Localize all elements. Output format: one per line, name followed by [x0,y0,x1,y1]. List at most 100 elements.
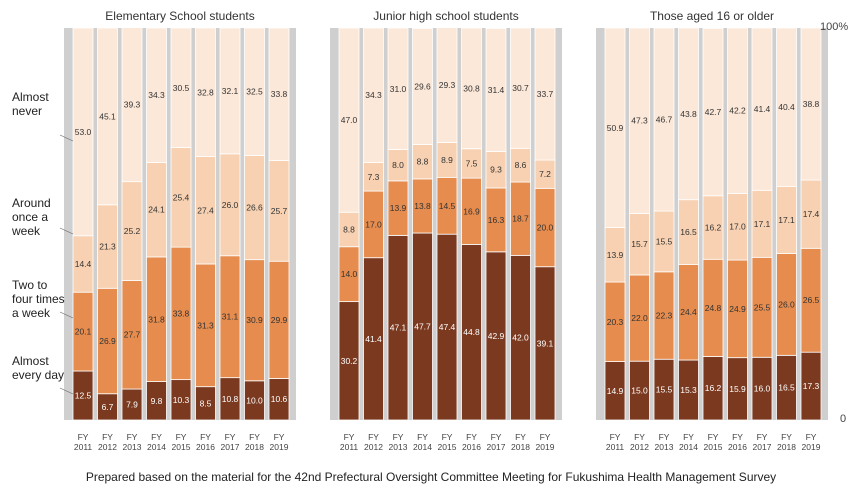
bar-segment [436,27,458,143]
data-label: 13.9 [607,250,624,260]
data-label: 26.0 [222,200,239,210]
data-label: 17.3 [803,381,820,391]
data-label: 46.7 [656,115,673,125]
x-tick-label: FY 2014 [413,432,432,452]
data-label: 17.0 [729,222,746,232]
data-label: 34.3 [365,90,382,100]
data-label: 15.3 [680,385,697,395]
bar-segment [72,27,94,237]
bar-segment [170,27,192,148]
data-label: 16.5 [680,227,697,237]
legend-label-every-day: Almost every day [12,354,64,382]
data-label: 16.2 [705,223,722,233]
legend-line: Around [12,196,51,210]
x-tick-label: FY 2019 [802,432,821,452]
data-label: 13.8 [414,201,431,211]
x-tick-label: FY 2017 [753,432,772,452]
bar-segment [97,27,118,206]
data-label: 42.0 [512,333,529,343]
data-label: 31.8 [148,314,165,324]
x-tick-label: FY 2019 [270,432,289,452]
data-label: 47.1 [390,323,407,333]
data-label: 33.8 [271,89,288,99]
data-label: 53.0 [75,127,92,137]
data-label: 43.8 [680,109,697,119]
bar-segment [800,27,822,181]
data-label: 20.1 [75,327,92,337]
legend-line: every day [12,368,65,382]
data-label: 24.4 [680,307,697,317]
bar-segment [146,27,167,163]
data-label: 20.0 [537,223,554,233]
legend-label-once-a-week: Around once a week [12,196,51,238]
data-label: 10.8 [222,394,239,404]
data-label: 32.1 [222,86,239,96]
data-label: 25.2 [124,226,141,236]
data-label: 42.9 [488,331,505,341]
data-label: 18.7 [512,214,529,224]
data-label: 47.3 [631,116,648,126]
bar-segment [268,27,290,161]
x-tick-label: FY 2014 [679,432,698,452]
data-label: 17.1 [778,215,795,225]
bar-segment [121,27,143,183]
x-tick-label: FY 2019 [536,432,555,452]
data-label: 30.5 [173,83,190,93]
data-label: 6.7 [102,402,114,412]
x-tick-label: FY 2015 [172,432,191,452]
data-label: 8.8 [343,224,355,234]
data-label: 42.7 [705,107,722,117]
x-tick-label: FY 2011 [74,432,93,452]
data-label: 9.8 [151,396,163,406]
data-label: 47.7 [414,322,431,332]
data-label: 7.5 [466,158,478,168]
data-label: 24.8 [705,303,722,313]
bar-segment [678,27,699,201]
legend-line: Two to [12,278,48,292]
data-label: 33.7 [537,89,554,99]
bar-segment [412,27,433,145]
data-label: 9.3 [490,165,502,175]
data-label: 25.7 [271,206,288,216]
bar-segment [604,27,626,228]
x-tick-label: FY 2016 [728,432,747,452]
data-label: 15.0 [631,386,648,396]
data-label: 7.9 [126,400,138,410]
data-label: 22.3 [656,311,673,321]
bar-segment [195,27,216,157]
bar-segment [727,27,748,194]
data-label: 25.5 [754,302,771,312]
x-tick-label: FY 2012 [98,432,117,452]
legend-connector [59,387,74,395]
x-tick-label: FY 2014 [147,432,166,452]
bar-segment [219,27,241,155]
data-label: 30.7 [512,83,529,93]
data-label: 16.3 [488,215,505,225]
x-tick-label: FY 2011 [606,432,625,452]
data-label: 30.2 [341,356,358,366]
legend-connector [59,134,74,142]
data-label: 41.4 [365,334,382,344]
data-label: 22.0 [631,313,648,323]
data-label: 27.7 [124,330,141,340]
data-label: 7.2 [539,169,551,179]
legend-line: Almost [12,354,49,368]
data-label: 14.4 [75,259,92,269]
data-label: 32.8 [197,87,214,97]
bar-segment [244,27,265,156]
data-label: 50.9 [607,123,624,133]
panel-title: Those aged 16 or older [650,9,774,23]
data-label: 8.8 [417,157,429,167]
data-label: 29.9 [271,315,288,325]
data-label: 30.8 [463,83,480,93]
x-tick-label: FY 2013 [389,432,408,452]
bar-segment [653,27,675,212]
x-tick-label: FY 2012 [630,432,649,452]
bar-segment [776,27,797,187]
legend-line: never [12,104,43,118]
panel-title: Junior high school students [373,9,518,23]
data-label: 14.9 [607,386,624,396]
data-label: 34.3 [148,90,165,100]
bar-segment [629,27,650,214]
data-label: 8.5 [200,398,212,408]
